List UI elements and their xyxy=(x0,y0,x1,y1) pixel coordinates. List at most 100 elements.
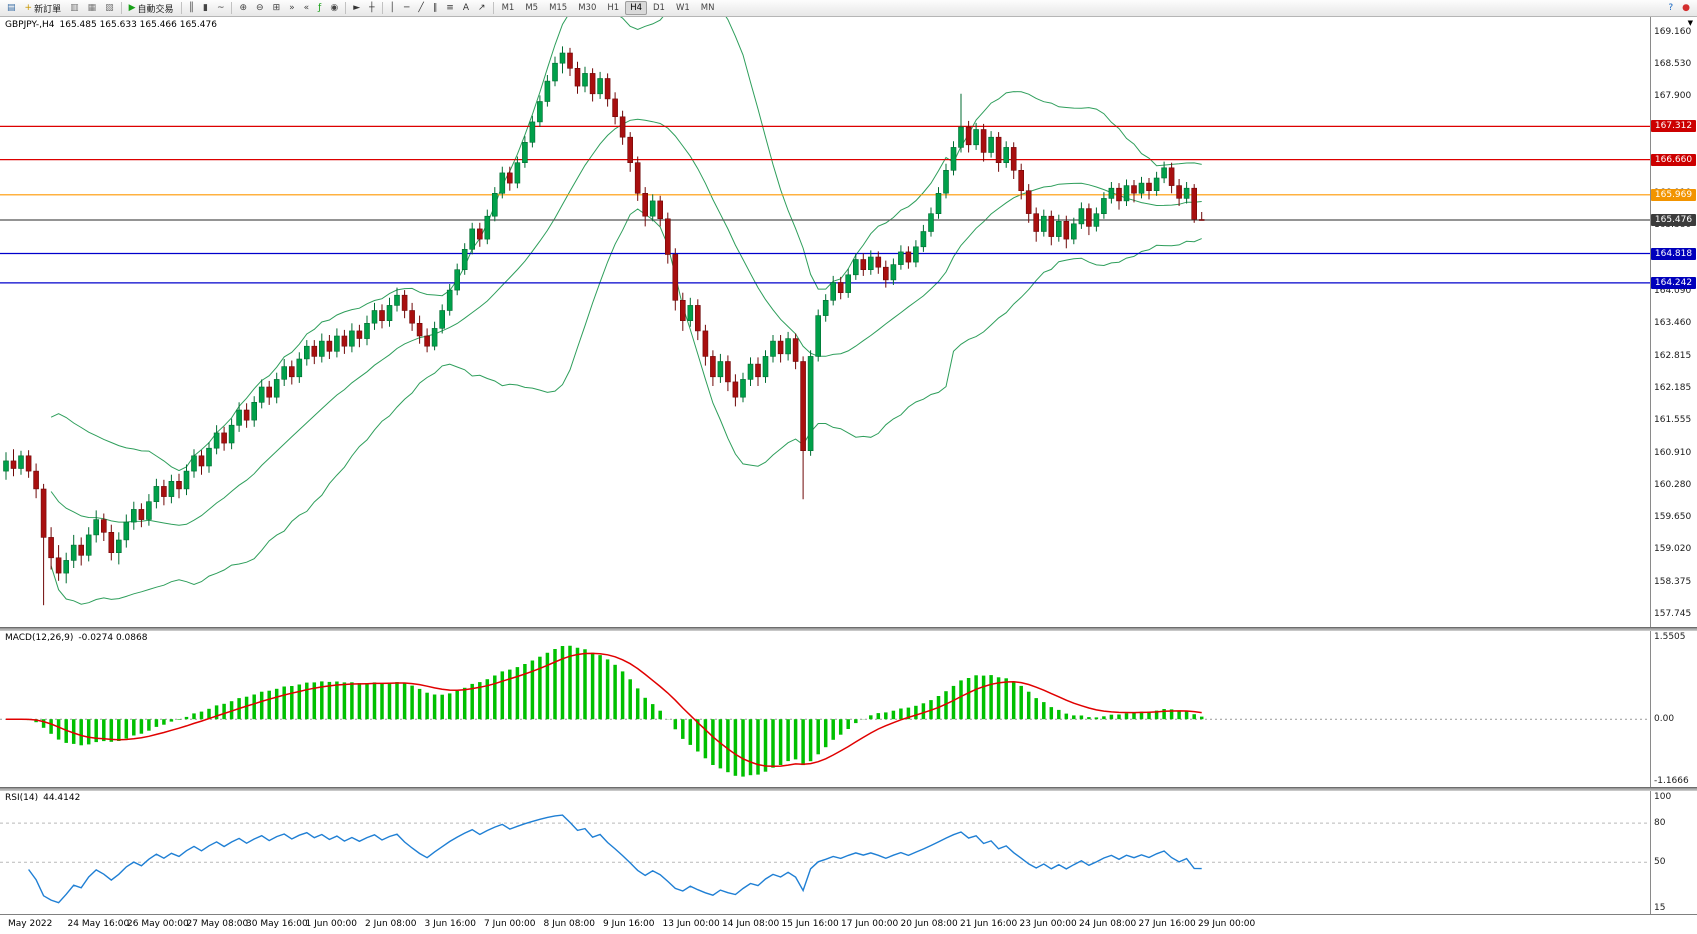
price-badge: 164.242 xyxy=(1651,276,1696,289)
zoom-out-button[interactable]: ⊖ xyxy=(252,1,268,16)
price-tick: 169.160 xyxy=(1654,27,1692,38)
time-label: 8 Jun 08:00 xyxy=(543,919,595,929)
time-label: 29 Jun 00:00 xyxy=(1198,919,1256,929)
candlestick-chart-button[interactable]: ▮ xyxy=(199,1,212,16)
scale-marker-icon[interactable]: ▼ xyxy=(1687,19,1693,27)
tile-windows-icon: ⊞ xyxy=(272,2,281,13)
time-label: 26 May 00:00 xyxy=(127,919,189,929)
rsi-panel: RSI(14) 44.4142 100 80 50 15 xyxy=(0,791,1697,914)
timeframe-button-d1[interactable]: D1 xyxy=(653,3,665,13)
charts-button[interactable]: ▤ xyxy=(3,1,20,16)
time-axis[interactable]: May 2022 24 May 16:00 26 May 00:00 27 May 0… xyxy=(0,914,1697,934)
navigator-button[interactable]: ▧ xyxy=(101,1,118,16)
price-tick: 157.745 xyxy=(1654,609,1692,620)
price-axis[interactable]: ▼ 169.160168.530167.900167.270166.640166… xyxy=(1650,17,1697,627)
macd-label: MACD(12,26,9) xyxy=(5,633,74,643)
price-tick: 162.185 xyxy=(1654,382,1692,393)
time-label: 24 Jun 08:00 xyxy=(1079,919,1137,929)
price-tick: 158.375 xyxy=(1654,577,1692,588)
zoom-in-button[interactable]: ⊕ xyxy=(235,1,251,16)
macd-plot[interactable]: MACD(12,26,9) -0.0274 0.0868 xyxy=(0,631,1650,787)
macd-axis-tick: 0.00 xyxy=(1654,714,1675,725)
timeframe-button-h4[interactable]: H4 xyxy=(625,1,647,15)
price-tick: 168.530 xyxy=(1654,59,1692,70)
auto-trading-button[interactable]: ▶ 自動交易 xyxy=(125,1,178,16)
macd-title: MACD(12,26,9) -0.0274 0.0868 xyxy=(5,633,147,643)
periods-icon: ◉ xyxy=(330,2,339,13)
channel-button[interactable]: ∥ xyxy=(429,1,442,16)
bars-chart-button[interactable]: ║ xyxy=(185,1,198,16)
price-tick: 160.910 xyxy=(1654,447,1692,458)
periods-button[interactable]: ◉ xyxy=(326,1,342,16)
data-window-button[interactable]: ▦ xyxy=(84,1,101,16)
price-tick: 162.815 xyxy=(1654,350,1692,361)
time-label: May 2022 xyxy=(8,919,53,929)
rsi-axis-tick: 50 xyxy=(1654,857,1666,868)
candlestick-chart-icon: ▮ xyxy=(202,2,208,13)
rsi-canvas[interactable] xyxy=(0,791,1650,914)
market-watch-button[interactable]: ▥ xyxy=(66,1,83,16)
panel-divider[interactable] xyxy=(0,627,1697,631)
crosshair-button[interactable]: ┼ xyxy=(365,1,378,16)
price-badge: 166.660 xyxy=(1651,153,1696,166)
price-tick: 167.900 xyxy=(1654,91,1692,102)
time-label: 14 Jun 08:00 xyxy=(722,919,780,929)
price-tick: 159.650 xyxy=(1654,512,1692,523)
data-window-icon: ▦ xyxy=(87,2,97,13)
time-label: 23 Jun 00:00 xyxy=(1019,919,1077,929)
cursor-button[interactable]: ► xyxy=(349,1,364,16)
vertical-line-icon: │ xyxy=(389,2,395,13)
timeframe-button-h1[interactable]: H1 xyxy=(607,3,620,13)
price-tick: 163.460 xyxy=(1654,317,1692,328)
arrows-button[interactable]: ↗ xyxy=(474,1,490,16)
toolbar-separator xyxy=(345,2,347,14)
timeframe-button-m30[interactable]: M30 xyxy=(578,3,597,13)
cursor-icon: ► xyxy=(353,2,361,13)
symbol-timeframe-label: GBPJPY-,H4 xyxy=(5,20,55,30)
price-chart-canvas[interactable] xyxy=(0,17,1650,627)
macd-axis[interactable]: 1.5505 0.00 -1.1666 xyxy=(1650,631,1697,787)
record-button[interactable]: ● xyxy=(1678,1,1694,16)
timeframe-button-m5[interactable]: M5 xyxy=(525,3,539,13)
timeframe-button-m15[interactable]: M15 xyxy=(549,3,568,13)
line-chart-button[interactable]: ~ xyxy=(213,1,229,16)
horizontal-line-button[interactable]: ─ xyxy=(400,1,413,16)
toolbar-separator xyxy=(231,2,233,14)
time-label: 27 Jun 16:00 xyxy=(1138,919,1196,929)
macd-signal-line xyxy=(5,652,1202,768)
toolbar-separator xyxy=(180,2,182,14)
vertical-line-button[interactable]: │ xyxy=(386,1,399,16)
macd-canvas[interactable] xyxy=(0,631,1650,787)
rsi-axis[interactable]: 100 80 50 15 xyxy=(1650,791,1697,914)
price-tick: 161.555 xyxy=(1654,414,1692,425)
line-chart-icon: ~ xyxy=(216,2,225,13)
help-button[interactable]: ? xyxy=(1664,1,1677,16)
timeframe-button-m1[interactable]: M1 xyxy=(501,3,515,13)
timeframe-button-w1[interactable]: W1 xyxy=(675,3,690,13)
timeframe-button-mn[interactable]: MN xyxy=(700,3,715,13)
time-label: 3 Jun 16:00 xyxy=(424,919,476,929)
new-order-button[interactable]: + 新訂單 xyxy=(21,1,66,16)
trendline-icon: ╱ xyxy=(418,2,424,13)
price-badge: 164.818 xyxy=(1651,247,1696,260)
fibonacci-button[interactable]: ≡ xyxy=(442,1,458,16)
charts-icon: ▤ xyxy=(7,2,16,13)
toolbar-separator xyxy=(381,2,383,14)
rsi-axis-tick: 15 xyxy=(1654,903,1666,913)
rsi-title: RSI(14) 44.4142 xyxy=(5,793,80,803)
time-label: 27 May 08:00 xyxy=(186,919,249,929)
rsi-label: RSI(14) xyxy=(5,793,39,803)
rsi-plot[interactable]: RSI(14) 44.4142 xyxy=(0,791,1650,914)
rsi-axis-tick: 80 xyxy=(1654,818,1666,829)
trendline-button[interactable]: ╱ xyxy=(414,1,427,16)
tile-windows-button[interactable]: ⊞ xyxy=(269,1,285,16)
text-button[interactable]: A xyxy=(459,1,473,16)
chart-title: GBPJPY-,H4 165.485 165.633 165.466 165.4… xyxy=(5,20,217,30)
panel-divider[interactable] xyxy=(0,787,1697,791)
auto-scroll-button[interactable]: » xyxy=(285,1,299,16)
chart-shift-button[interactable]: « xyxy=(300,1,314,16)
indicators-button[interactable]: ƒ xyxy=(314,1,325,16)
price-chart-plot[interactable]: GBPJPY-,H4 165.485 165.633 165.466 165.4… xyxy=(0,17,1650,627)
record-icon: ● xyxy=(1682,2,1690,13)
